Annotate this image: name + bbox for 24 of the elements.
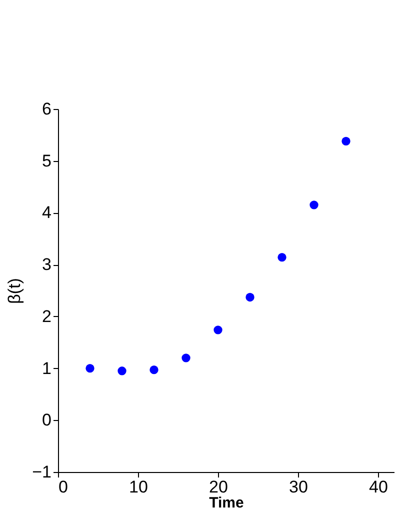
x-tick-label: 0 [58, 478, 68, 496]
point [310, 200, 318, 210]
x-tick-label: 30 [289, 478, 308, 496]
y-tick-label: 1 [42, 358, 52, 378]
point [150, 366, 158, 374]
x-tick-label: 20 [209, 478, 228, 496]
point [278, 252, 286, 262]
point [182, 354, 190, 362]
point [246, 292, 254, 302]
y-tick-label: 5 [42, 151, 52, 170]
point [86, 364, 94, 373]
point [118, 366, 126, 376]
point [214, 326, 222, 334]
x-tick-label: 40 [369, 478, 388, 496]
y-axis-title: β(t) [5, 278, 24, 304]
y-tick-label: −1 [32, 462, 52, 482]
point [342, 136, 350, 146]
y-tick-label: 4 [42, 203, 52, 222]
y-tick-label: 0 [42, 410, 52, 430]
x-tick-label: 10 [129, 478, 148, 496]
y-tick-label: 6 [42, 100, 52, 118]
y-tick-label: 2 [42, 306, 52, 326]
x-axis-title: Time [209, 494, 244, 512]
y-tick-label: 3 [42, 255, 52, 274]
